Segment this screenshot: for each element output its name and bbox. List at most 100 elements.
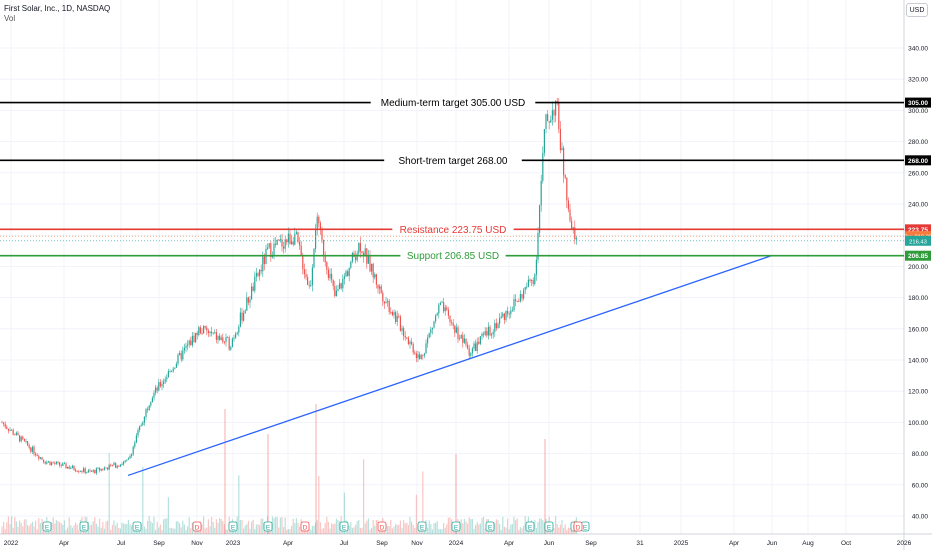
- candle-body: [355, 257, 357, 261]
- candle-body: [451, 322, 453, 323]
- candle-body: [313, 248, 315, 268]
- volume-bar: [321, 528, 323, 534]
- candle-body: [76, 471, 78, 473]
- volume-bar: [215, 519, 217, 534]
- volume-bar: [115, 525, 117, 534]
- volume-bar: [315, 404, 317, 534]
- candle-body: [147, 409, 149, 411]
- volume-bar: [111, 524, 113, 534]
- candle-body: [28, 445, 30, 448]
- candle-body: [385, 301, 387, 304]
- candle-body: [97, 467, 99, 469]
- candle-body: [419, 354, 421, 359]
- candle-body: [340, 283, 342, 289]
- volume-bar: [524, 516, 526, 534]
- volume-bar: [516, 518, 518, 534]
- candle-body: [462, 335, 464, 343]
- volume-bar: [65, 529, 67, 534]
- candle-body: [159, 382, 161, 387]
- candle-body: [95, 468, 97, 474]
- symbol-title[interactable]: First Solar, Inc., 1D, NASDAQ: [4, 4, 111, 13]
- y-tick-label: 200.00: [908, 264, 928, 271]
- candle-body: [342, 278, 344, 289]
- volume-bar: [279, 517, 281, 534]
- volume-bar: [71, 527, 73, 534]
- volume-bar: [415, 494, 417, 534]
- volume-bar: [94, 517, 96, 534]
- level-tag: [905, 250, 931, 261]
- candle-body: [356, 253, 358, 261]
- candle-body: [575, 238, 577, 240]
- candle-body: [100, 468, 102, 471]
- earnings-marker: [485, 521, 495, 532]
- level-tag: [905, 224, 931, 235]
- volume-bar: [92, 521, 94, 534]
- volume-bar: [246, 524, 248, 534]
- candle-body: [167, 371, 169, 378]
- volume-bar: [318, 475, 320, 534]
- volume-bar: [427, 527, 429, 534]
- volume-bar: [67, 527, 69, 534]
- dividend-marker-text: D: [303, 525, 308, 532]
- candle-body: [446, 307, 448, 310]
- volume-bar: [398, 524, 400, 534]
- candle-body: [107, 467, 109, 470]
- candle-body: [145, 409, 147, 417]
- volume-bar: [569, 527, 571, 534]
- volume-bar: [191, 522, 193, 534]
- volume-bar: [404, 523, 406, 534]
- candle-body: [460, 335, 462, 339]
- candle-body: [377, 284, 379, 289]
- volume-bar: [324, 523, 326, 534]
- earnings-marker: [417, 521, 427, 532]
- dividend-marker: [192, 521, 202, 532]
- candle-body: [55, 461, 57, 464]
- x-tick-label: Apr: [504, 540, 515, 547]
- candle-body: [423, 353, 425, 356]
- volume-bar: [276, 516, 278, 534]
- volume-bar: [174, 528, 176, 534]
- candle-body: [175, 363, 177, 368]
- volume-bar: [508, 529, 510, 534]
- earnings-marker: [339, 521, 349, 532]
- volume-bar: [361, 527, 363, 534]
- candle-body: [75, 469, 77, 472]
- volume-bar: [255, 524, 257, 534]
- candle-body: [379, 286, 381, 289]
- candle-body: [294, 234, 296, 245]
- currency-button[interactable]: USD: [906, 3, 928, 17]
- candle-body: [108, 464, 110, 470]
- candle-body: [443, 302, 445, 312]
- volume-bar: [179, 523, 181, 534]
- candle-body: [115, 462, 117, 468]
- candle-body: [335, 290, 337, 297]
- volume-bar: [123, 523, 125, 534]
- volume-bar: [9, 524, 11, 534]
- x-tick-label: Jun: [767, 540, 778, 547]
- volume-bar: [113, 520, 115, 534]
- volume-bar: [534, 520, 536, 534]
- volume-bar: [265, 529, 267, 534]
- candle-body: [425, 343, 427, 354]
- volume-bar: [180, 527, 182, 534]
- volume-bar: [175, 521, 177, 534]
- volume-bar: [148, 516, 150, 534]
- candle-body: [289, 233, 291, 244]
- candle-body: [252, 286, 254, 291]
- candle-body: [574, 227, 576, 240]
- x-tick-label: Nov: [191, 540, 203, 547]
- volume-bar: [313, 525, 315, 534]
- volume-legend[interactable]: Vol: [4, 14, 16, 23]
- candle-body: [553, 110, 555, 116]
- volume-bar: [163, 519, 165, 534]
- candle-body: [543, 129, 545, 153]
- candle-body: [396, 315, 398, 322]
- candle-body: [420, 355, 422, 359]
- volume-bar: [494, 522, 496, 534]
- candle-body: [251, 286, 253, 300]
- candle-body: [403, 328, 405, 336]
- candle-body: [534, 274, 536, 285]
- volume-bar: [15, 521, 17, 534]
